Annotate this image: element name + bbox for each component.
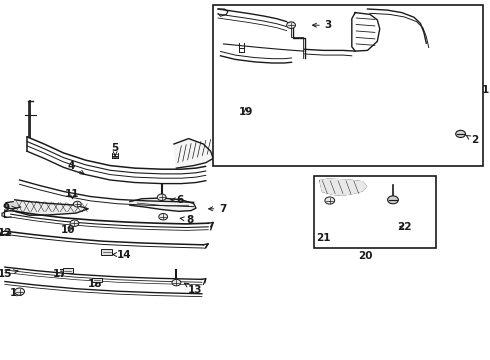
- Text: 18: 18: [87, 279, 102, 289]
- Text: 9: 9: [3, 203, 16, 213]
- Text: 20: 20: [358, 251, 372, 261]
- Polygon shape: [6, 202, 21, 209]
- Circle shape: [456, 130, 466, 138]
- Circle shape: [70, 220, 79, 226]
- Polygon shape: [15, 200, 88, 215]
- Text: 11: 11: [65, 189, 80, 199]
- Text: 5: 5: [112, 143, 119, 156]
- Text: 10: 10: [60, 225, 75, 235]
- Text: 7: 7: [209, 204, 227, 214]
- Text: 15: 15: [0, 269, 18, 279]
- Circle shape: [74, 201, 81, 207]
- Bar: [63, 269, 73, 273]
- Text: 3: 3: [313, 20, 332, 30]
- Text: 21: 21: [316, 233, 331, 243]
- Circle shape: [159, 213, 168, 220]
- Text: 6: 6: [171, 195, 184, 205]
- Polygon shape: [174, 139, 213, 168]
- Text: 17: 17: [52, 269, 67, 279]
- Polygon shape: [130, 198, 196, 211]
- Text: 2: 2: [466, 135, 478, 145]
- Circle shape: [157, 194, 166, 201]
- Text: 4: 4: [67, 161, 84, 174]
- Circle shape: [325, 197, 335, 204]
- Text: 1: 1: [482, 85, 489, 95]
- Circle shape: [388, 196, 398, 204]
- Text: 12: 12: [0, 228, 12, 238]
- Circle shape: [172, 279, 181, 286]
- Bar: [92, 278, 102, 282]
- Text: 13: 13: [185, 283, 202, 295]
- Text: 8: 8: [180, 215, 194, 225]
- Circle shape: [15, 288, 24, 295]
- Text: 22: 22: [397, 222, 412, 232]
- Text: 14: 14: [113, 249, 131, 260]
- Text: 16: 16: [10, 288, 24, 298]
- Polygon shape: [320, 179, 367, 195]
- Text: 19: 19: [239, 107, 253, 117]
- Bar: [213, 5, 483, 166]
- Bar: [101, 249, 112, 255]
- Circle shape: [287, 22, 295, 28]
- Bar: [314, 176, 436, 248]
